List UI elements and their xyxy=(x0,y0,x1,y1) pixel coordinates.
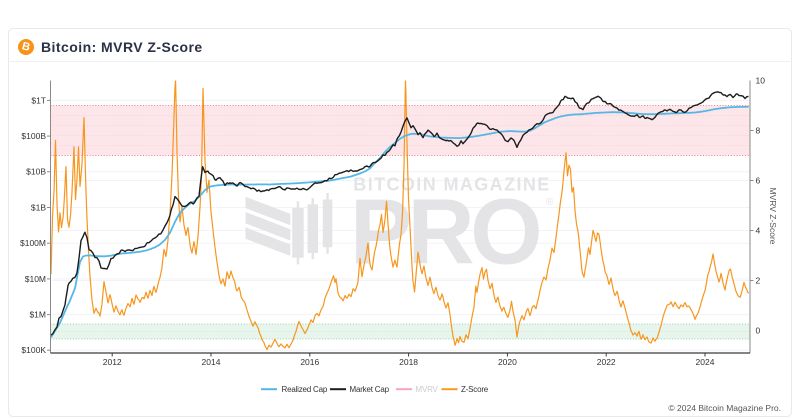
svg-text:$100B: $100B xyxy=(21,131,46,141)
svg-text:2012: 2012 xyxy=(103,357,122,367)
svg-text:2020: 2020 xyxy=(498,357,517,367)
svg-text:®: ® xyxy=(546,197,554,208)
svg-text:Realized Cap: Realized Cap xyxy=(282,385,328,394)
svg-text:BITCOIN MAGAZINE: BITCOIN MAGAZINE xyxy=(353,175,550,195)
svg-text:$100K: $100K xyxy=(21,345,46,355)
svg-text:$10M: $10M xyxy=(25,274,46,284)
svg-text:© 2024 Bitcoin Magazine Pro.: © 2024 Bitcoin Magazine Pro. xyxy=(668,403,781,413)
svg-text:4: 4 xyxy=(756,226,761,236)
svg-text:$100M: $100M xyxy=(20,238,46,248)
svg-text:2022: 2022 xyxy=(597,357,616,367)
svg-text:MVRV: MVRV xyxy=(416,385,439,394)
svg-text:2014: 2014 xyxy=(202,357,221,367)
svg-text:$1B: $1B xyxy=(31,202,46,212)
svg-text:$10B: $10B xyxy=(26,167,46,177)
svg-text:2: 2 xyxy=(756,276,761,286)
svg-text:6: 6 xyxy=(756,176,761,186)
svg-text:Z-Score: Z-Score xyxy=(461,385,489,394)
svg-text:$1T: $1T xyxy=(31,95,46,105)
svg-text:$1M: $1M xyxy=(29,310,46,320)
svg-text:0: 0 xyxy=(756,326,761,336)
svg-text:MVRV Z-Score: MVRV Z-Score xyxy=(768,188,778,245)
svg-text:2024: 2024 xyxy=(696,357,715,367)
svg-text:2016: 2016 xyxy=(300,357,319,367)
svg-text:2018: 2018 xyxy=(399,357,418,367)
svg-text:Market Cap: Market Cap xyxy=(350,385,390,394)
svg-text:8: 8 xyxy=(756,126,761,136)
svg-text:PRO: PRO xyxy=(350,180,539,284)
svg-text:10: 10 xyxy=(756,76,766,86)
